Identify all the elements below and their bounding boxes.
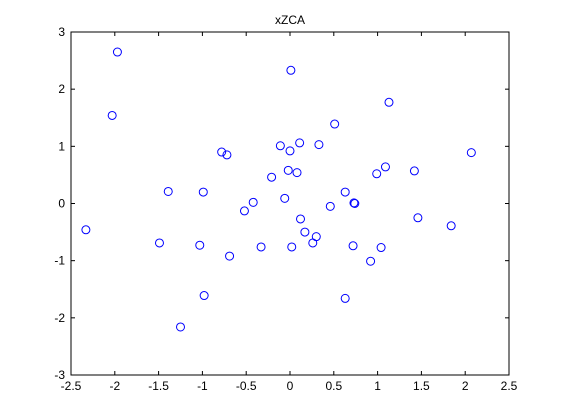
data-point bbox=[248, 197, 258, 207]
data-point bbox=[340, 187, 350, 197]
data-point bbox=[176, 322, 185, 332]
data-point bbox=[300, 227, 310, 237]
data-point bbox=[283, 165, 293, 175]
x-tick-label: 1.5 bbox=[413, 379, 430, 393]
x-tick-label: -0.5 bbox=[236, 379, 257, 393]
data-point bbox=[348, 241, 358, 251]
x-tick-label: 0.5 bbox=[325, 379, 342, 393]
data-point bbox=[198, 187, 208, 197]
x-tick-label: 1 bbox=[374, 379, 381, 393]
x-tick-label: -1 bbox=[197, 379, 208, 393]
data-point bbox=[325, 201, 335, 211]
data-point bbox=[380, 162, 390, 172]
x-axis: -2.5 -2 -1.5 -1 -0.5 0 0.5 1 1.5 2 2.5 bbox=[61, 32, 518, 393]
y-tick-label: 1 bbox=[58, 139, 65, 153]
data-point bbox=[275, 141, 285, 151]
data-point bbox=[154, 238, 164, 248]
y-tick-label: -3 bbox=[54, 368, 65, 382]
x-tick-label: 2.5 bbox=[501, 379, 518, 393]
data-point bbox=[446, 221, 456, 231]
data-point bbox=[372, 169, 382, 179]
data-point bbox=[199, 291, 209, 301]
data-point bbox=[413, 213, 423, 223]
x-tick-label: 2 bbox=[462, 379, 469, 393]
y-tick-label: 0 bbox=[58, 197, 65, 211]
data-point bbox=[81, 225, 91, 235]
data-point bbox=[267, 172, 277, 182]
data-point bbox=[217, 147, 227, 157]
data-point bbox=[287, 242, 297, 252]
data-point bbox=[349, 198, 359, 208]
x-tick-label: -2 bbox=[109, 379, 120, 393]
y-tick-label: 2 bbox=[58, 82, 65, 96]
data-point bbox=[308, 238, 318, 248]
data-point bbox=[296, 214, 306, 224]
data-point bbox=[285, 146, 295, 156]
x-tick-label: -1.5 bbox=[148, 379, 169, 393]
data-point bbox=[330, 119, 340, 129]
x-tick-label: -2.5 bbox=[61, 379, 82, 393]
data-point bbox=[225, 251, 235, 261]
data-point bbox=[107, 110, 117, 120]
data-point bbox=[280, 193, 290, 203]
data-point bbox=[340, 293, 350, 303]
y-tick-label: -1 bbox=[54, 254, 65, 268]
data-point bbox=[195, 240, 205, 250]
x-tick-label: 0 bbox=[287, 379, 294, 393]
data-point bbox=[256, 242, 266, 252]
data-point bbox=[384, 97, 394, 107]
plot-area bbox=[71, 32, 509, 375]
data-point bbox=[163, 186, 173, 196]
data-point bbox=[350, 199, 360, 208]
data-point bbox=[112, 47, 122, 57]
chart-title: xZCA bbox=[275, 13, 305, 27]
data-point bbox=[295, 138, 305, 148]
y-axis: -3 -2 -1 0 1 2 3 bbox=[54, 25, 509, 382]
data-point bbox=[239, 206, 249, 216]
data-point bbox=[292, 168, 302, 178]
data-point bbox=[222, 150, 232, 160]
data-points bbox=[81, 47, 476, 332]
data-point bbox=[286, 65, 296, 75]
y-tick-label: 3 bbox=[58, 25, 65, 39]
y-tick-label: -2 bbox=[54, 311, 65, 325]
data-point bbox=[314, 140, 324, 150]
data-point bbox=[376, 243, 386, 253]
data-point bbox=[409, 166, 419, 176]
data-point bbox=[366, 256, 376, 266]
data-point bbox=[466, 148, 476, 158]
